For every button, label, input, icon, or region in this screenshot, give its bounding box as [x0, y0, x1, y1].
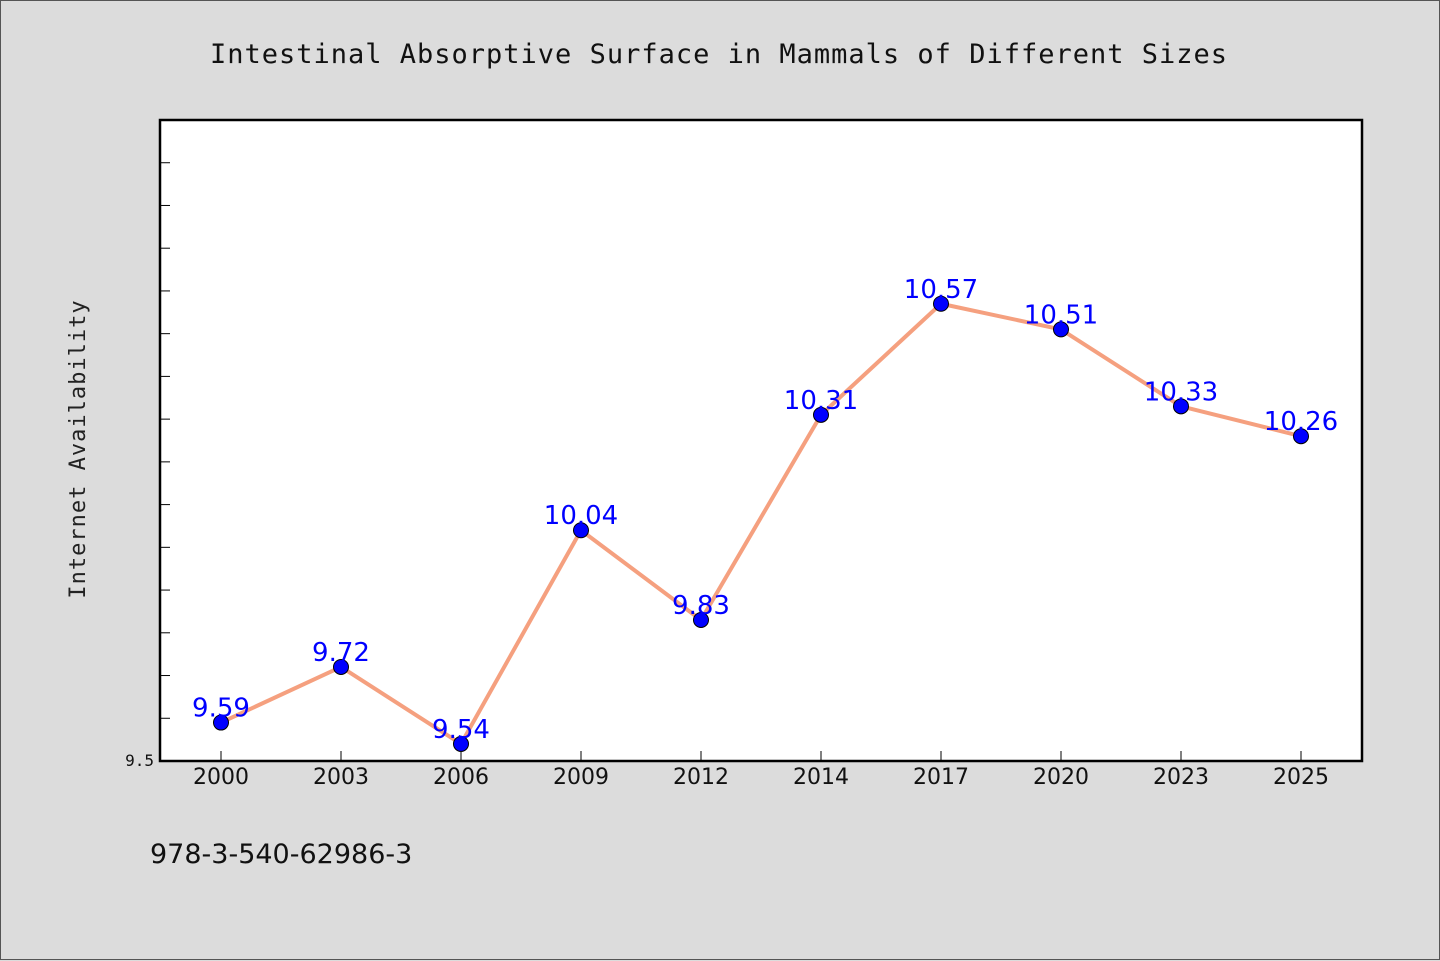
x-axis-ticks: 2000 2003 2006 2009 2012 2014 2017 2020 2023 2025	[193, 751, 1329, 790]
series-layer	[213, 295, 1309, 752]
data-label: 9.83	[672, 591, 730, 621]
data-point	[1293, 428, 1309, 445]
plot-area	[158, 118, 1364, 763]
x-tick-label: 2014	[793, 765, 849, 790]
data-label: 10.31	[784, 386, 858, 416]
data-point	[333, 658, 349, 675]
x-tick-label: 2023	[1153, 765, 1209, 790]
x-tick-label: 2006	[433, 765, 489, 790]
data-label: 9.59	[192, 694, 250, 724]
data-point	[453, 735, 469, 752]
x-tick-label: 2025	[1273, 765, 1329, 790]
x-tick-label: 2020	[1033, 765, 1089, 790]
footnote-isbn: 978-3-540-62986-3	[150, 839, 412, 870]
x-tick-label: 2003	[313, 765, 369, 790]
data-label: 10.04	[544, 501, 618, 531]
data-point	[813, 406, 829, 423]
data-point	[1173, 398, 1189, 415]
data-label: 10.26	[1264, 407, 1338, 437]
data-labels: 9.59 9.72 9.54 10.04 9.83 10.31 10.57 10.51 10.3…	[192, 275, 1338, 745]
data-label: 9.54	[432, 715, 490, 745]
data-label: 9.72	[312, 638, 370, 668]
x-tick-label: 2017	[913, 765, 969, 790]
data-point	[693, 611, 709, 628]
data-label: 10.33	[1144, 377, 1218, 407]
chart-title: Intestinal Absorptive Surface in Mammals…	[210, 39, 1228, 70]
x-tick-label: 2012	[673, 765, 729, 790]
x-tick-label: 2000	[193, 765, 249, 790]
data-label: 10.57	[904, 275, 978, 305]
x-tick-label: 2009	[553, 765, 609, 790]
data-label: 10.51	[1024, 300, 1098, 330]
y-axis-ticks: 9.5	[125, 162, 170, 770]
series-line	[219, 301, 1303, 746]
y-axis-label: Internet Availability	[66, 299, 91, 598]
data-point	[573, 522, 589, 539]
data-point	[213, 714, 229, 731]
data-point	[1053, 321, 1069, 338]
data-point	[933, 295, 949, 312]
y-tick-label: 9.5	[125, 751, 154, 770]
